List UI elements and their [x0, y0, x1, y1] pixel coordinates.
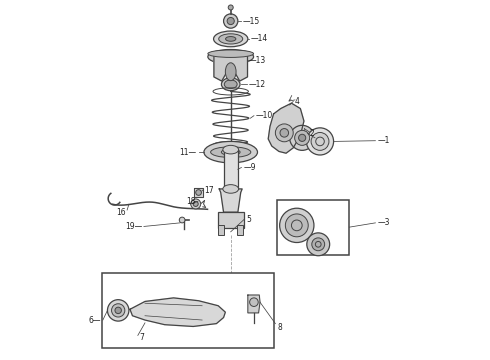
- Ellipse shape: [208, 50, 253, 58]
- Text: 5: 5: [246, 215, 251, 224]
- Circle shape: [196, 190, 201, 195]
- Polygon shape: [220, 189, 242, 212]
- Polygon shape: [248, 295, 260, 313]
- Ellipse shape: [224, 80, 237, 89]
- Circle shape: [179, 217, 185, 223]
- Circle shape: [275, 124, 293, 142]
- Circle shape: [115, 307, 122, 314]
- Bar: [218, 225, 223, 235]
- Bar: [223, 150, 238, 189]
- Circle shape: [191, 199, 201, 209]
- Ellipse shape: [208, 50, 253, 64]
- Circle shape: [227, 18, 234, 24]
- Ellipse shape: [219, 34, 243, 44]
- Text: 4: 4: [295, 97, 300, 106]
- Ellipse shape: [223, 185, 239, 193]
- Circle shape: [107, 300, 129, 321]
- Text: 19—: 19—: [125, 222, 142, 231]
- Circle shape: [307, 233, 330, 256]
- Circle shape: [312, 238, 325, 251]
- Circle shape: [280, 129, 289, 137]
- Circle shape: [294, 130, 310, 145]
- Circle shape: [249, 298, 258, 306]
- Polygon shape: [130, 298, 225, 327]
- Circle shape: [290, 125, 315, 150]
- Circle shape: [285, 214, 308, 237]
- Text: 6—: 6—: [89, 315, 101, 324]
- Text: —12: —12: [248, 80, 266, 89]
- Text: —13: —13: [248, 56, 266, 65]
- Polygon shape: [268, 103, 304, 153]
- Ellipse shape: [225, 63, 236, 81]
- Bar: [218, 212, 244, 228]
- Text: —14: —14: [250, 35, 268, 44]
- Text: 17: 17: [204, 186, 214, 195]
- Text: 8: 8: [277, 323, 282, 332]
- Text: —10: —10: [256, 111, 273, 120]
- Text: 16: 16: [116, 208, 125, 217]
- Bar: [102, 273, 273, 348]
- Polygon shape: [214, 54, 247, 81]
- Text: —9: —9: [243, 163, 256, 172]
- Ellipse shape: [214, 31, 248, 47]
- Ellipse shape: [223, 145, 239, 154]
- Ellipse shape: [221, 78, 240, 91]
- Text: 18: 18: [187, 197, 196, 206]
- Text: 7: 7: [140, 333, 145, 342]
- Ellipse shape: [225, 36, 236, 41]
- Circle shape: [280, 208, 314, 243]
- Bar: [277, 200, 348, 255]
- Circle shape: [311, 132, 329, 150]
- Circle shape: [306, 128, 334, 155]
- Ellipse shape: [211, 147, 251, 157]
- Circle shape: [112, 304, 125, 317]
- Text: —15: —15: [243, 17, 260, 26]
- Polygon shape: [194, 188, 203, 197]
- Text: 2: 2: [309, 129, 314, 138]
- Text: —1: —1: [377, 136, 390, 145]
- Ellipse shape: [204, 141, 258, 163]
- Bar: [237, 225, 243, 235]
- Circle shape: [223, 14, 238, 28]
- Circle shape: [298, 134, 306, 141]
- Text: —3: —3: [377, 219, 390, 228]
- Circle shape: [193, 202, 198, 206]
- Text: 11—: 11—: [180, 148, 197, 157]
- Circle shape: [228, 5, 233, 10]
